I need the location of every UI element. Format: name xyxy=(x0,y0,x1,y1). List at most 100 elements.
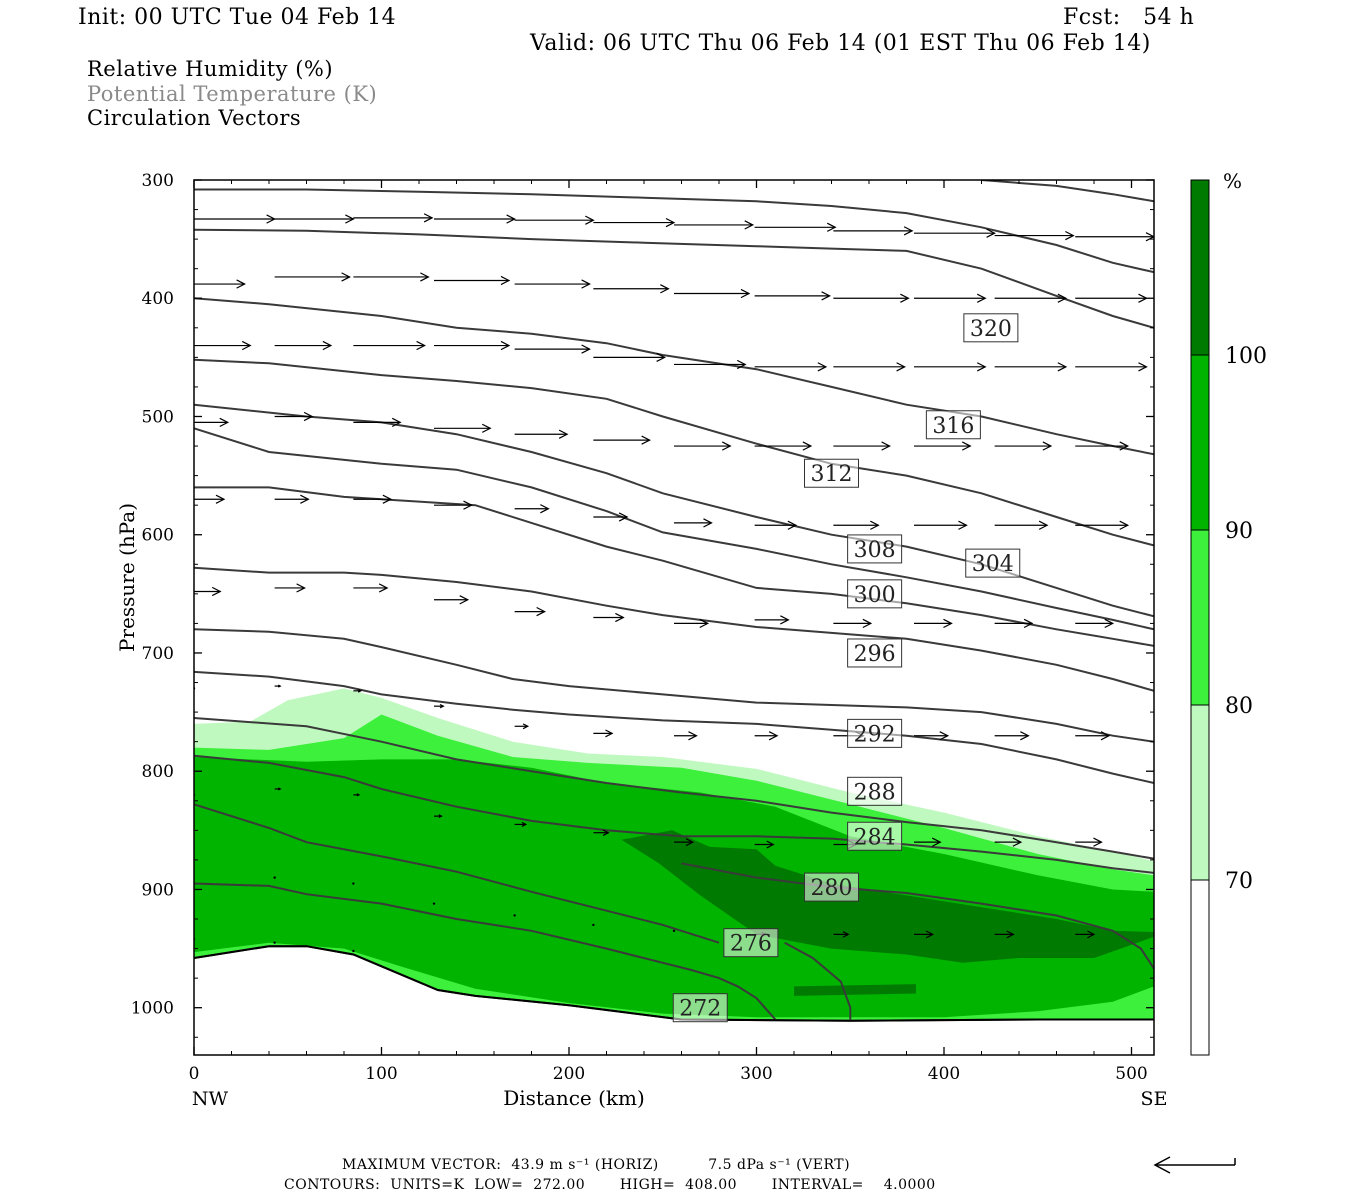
theta-label-box xyxy=(672,993,728,1023)
theta-332-contour xyxy=(981,180,1154,203)
wind-vector-head xyxy=(277,684,282,688)
wind-vector xyxy=(994,520,1049,530)
wind-vector xyxy=(994,837,1023,847)
wind-vector-dot xyxy=(513,914,516,917)
wind-vector xyxy=(674,518,713,528)
wind-vector xyxy=(353,213,434,223)
init-time: Init: 00 UTC Tue 04 Feb 14 xyxy=(78,5,397,30)
colorbar-segment xyxy=(1191,705,1209,880)
colorbar-segment xyxy=(1191,880,1209,1055)
theta-label-text: 304 xyxy=(972,552,1014,577)
wind-vector-head xyxy=(1145,232,1154,242)
valid-time: Valid: 06 UTC Thu 06 Feb 14 (01 EST Thu … xyxy=(530,31,1151,56)
x-tick-label: 0 xyxy=(189,1064,200,1084)
wind-vector xyxy=(514,279,591,289)
y-tick-label: 300 xyxy=(142,171,174,191)
theta-label: 296 xyxy=(847,638,903,668)
wind-vector-head xyxy=(660,284,670,294)
wind-vector-head xyxy=(688,731,698,741)
wind-vector-head xyxy=(481,423,492,433)
wind-vector xyxy=(833,520,880,530)
wind-vector-head xyxy=(296,583,306,593)
x-tick-label: 100 xyxy=(365,1064,397,1084)
wind-vector xyxy=(914,930,935,939)
wind-vector xyxy=(434,275,511,286)
y-tick-label: 900 xyxy=(142,880,174,900)
wind-vector-head xyxy=(641,435,651,445)
theta-label-text: 308 xyxy=(854,538,896,563)
wind-vector-head xyxy=(357,688,363,693)
wind-vector-head xyxy=(1104,618,1115,629)
wind-vector xyxy=(593,284,670,294)
wind-vector xyxy=(194,417,230,428)
theta-label: 320 xyxy=(963,313,1019,343)
wind-vector-head xyxy=(925,930,935,939)
wind-vector xyxy=(273,876,276,879)
wind-vector xyxy=(593,435,651,445)
theta-label: 288 xyxy=(847,776,903,806)
wind-vector-head xyxy=(1119,441,1130,451)
wind-vector xyxy=(674,288,751,299)
wind-vector-head xyxy=(817,362,828,372)
wind-vector xyxy=(914,293,987,303)
wind-vector-head xyxy=(736,359,747,370)
wind-vector xyxy=(274,272,351,282)
wind-vector xyxy=(754,731,779,741)
wind-vector-dot xyxy=(273,941,276,944)
wind-vector-head xyxy=(506,214,516,224)
wind-vector-head xyxy=(322,340,333,351)
ground-line xyxy=(194,945,1154,1022)
theta-328-contour xyxy=(194,188,1154,274)
theta-label: 272 xyxy=(672,993,728,1023)
wind-vector-head xyxy=(540,504,550,514)
wind-vector-head xyxy=(581,344,591,354)
wind-vector xyxy=(1075,441,1130,451)
wind-vector-head xyxy=(1006,930,1015,939)
wind-vector xyxy=(514,504,550,514)
wind-vector-head xyxy=(1119,520,1130,530)
wind-vector xyxy=(353,417,402,428)
theta-308-contour xyxy=(194,427,1154,631)
wind-vector xyxy=(514,215,595,225)
wind-vector-head xyxy=(521,821,528,828)
wind-vector-head xyxy=(1023,618,1034,629)
theta-label-text: 296 xyxy=(854,642,896,667)
plot-frame xyxy=(193,179,1155,1056)
wind-vector-head xyxy=(1087,930,1096,939)
x-end-label-se: SE xyxy=(1141,1088,1168,1110)
y-tick-label: 1000 xyxy=(131,999,174,1019)
theta-label-text: 312 xyxy=(811,462,853,487)
wind-vector xyxy=(833,293,910,303)
theta-276-contour xyxy=(784,941,852,1020)
wind-vector xyxy=(194,214,276,224)
wind-vector-head xyxy=(821,291,831,301)
wind-vector-head xyxy=(522,723,530,730)
wind-vector xyxy=(674,731,698,741)
wind-vector xyxy=(353,688,363,693)
theta-label: 300 xyxy=(847,579,903,609)
wind-vector-dot xyxy=(592,923,595,927)
wind-vector xyxy=(1075,618,1115,629)
wind-vector-head xyxy=(656,352,666,362)
theta-280-contour xyxy=(681,862,1154,970)
wind-vector-head xyxy=(463,500,473,510)
wind-vector-head xyxy=(300,494,310,504)
reference-vector xyxy=(1153,1156,1236,1174)
theta-292-contour xyxy=(194,670,1154,784)
theta-label: 276 xyxy=(723,928,779,958)
wind-vector-head xyxy=(1093,837,1103,847)
wind-vector-head xyxy=(1020,731,1030,741)
wind-vector xyxy=(274,684,282,688)
wind-vector xyxy=(593,829,610,836)
x-tick-label: 200 xyxy=(553,1064,585,1084)
wind-vector-head xyxy=(211,586,222,597)
wind-vector-head xyxy=(744,220,755,230)
wind-vector-head xyxy=(802,441,813,451)
theta-288-contour xyxy=(194,717,1154,860)
wind-vector xyxy=(593,217,676,228)
wind-vector-head xyxy=(602,829,610,836)
wind-vector-head xyxy=(241,340,252,351)
wind-vector xyxy=(914,520,968,530)
colorbar-label: 90 xyxy=(1225,519,1253,544)
